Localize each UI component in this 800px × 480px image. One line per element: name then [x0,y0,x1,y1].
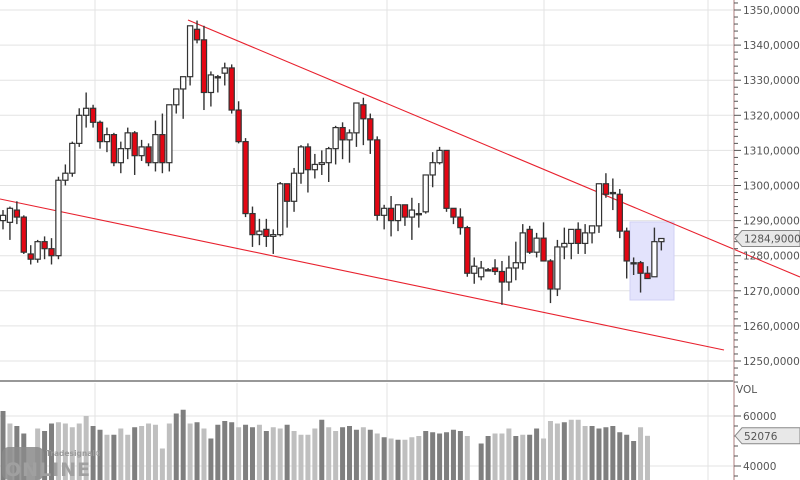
price-tick-label: 1260,0000 [743,321,800,333]
trendlines [0,19,800,351]
logo-big-text: ONLINE [5,459,91,480]
volume-tick-label: 60000 [743,411,776,423]
price-tick-label: 1280,0000 [743,251,800,263]
price-tick-label: 1330,0000 [743,75,800,87]
price-tick-label: 1350,0000 [743,5,800,17]
price-tick-label: 1320,0000 [743,110,800,122]
price-tick-label: 1300,0000 [743,181,800,193]
last-price-marker: 1284,9000 [734,230,800,248]
price-tick-label: 1310,0000 [743,145,800,157]
upper-resistance-line [187,19,800,278]
last-volume-label: 52076 [744,431,778,443]
price-tick-label: 1340,0000 [743,40,800,52]
price-tick-label: 1270,0000 [743,286,800,298]
logo-small-text: Tradesignal® [46,449,100,458]
volume-bars [0,409,650,480]
candlestick-series [0,20,665,305]
volume-panel-label: VOL [736,384,757,396]
tradesignal-online-logo: Tradesignal® ONLINE [2,447,100,480]
price-axis[interactable]: 1350,0000 1340,0000 1330,0000 1320,0000 1310… [733,0,800,480]
volume-axis[interactable]: 60000 40000 [734,405,776,477]
last-price-label: 1284,9000 [744,234,800,246]
price-tick-label: 1290,0000 [743,216,800,228]
last-volume-marker: 52076 [734,427,800,445]
lower-support-line [0,198,725,351]
grid-lines [0,0,734,480]
volume-tick-label: 40000 [743,461,776,473]
price-tick-label: 1250,0000 [743,356,800,368]
